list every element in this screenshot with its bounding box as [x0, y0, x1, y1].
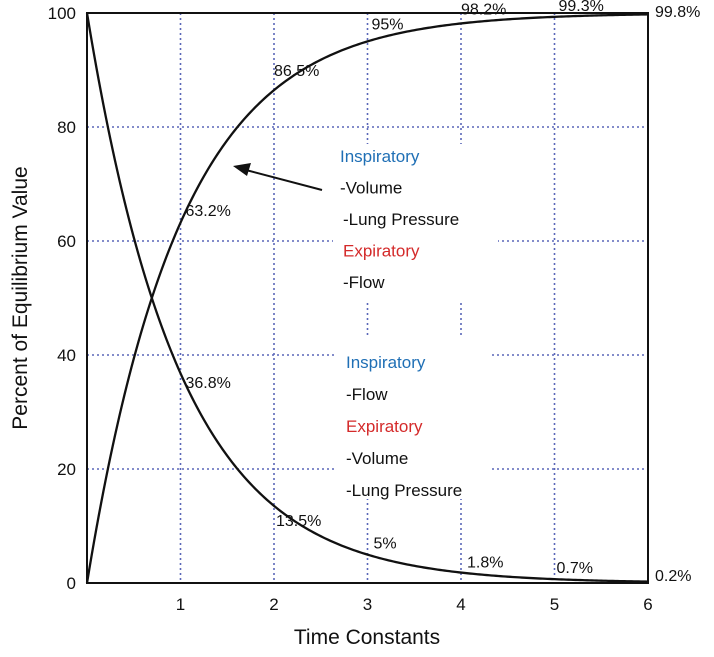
- annotation-arrow: [233, 163, 322, 190]
- data-label: 1.8%: [467, 555, 503, 572]
- y-tick-label: 80: [57, 118, 76, 137]
- x-tick-label: 3: [363, 595, 372, 614]
- y-tick-label: 60: [57, 232, 76, 251]
- data-label: 5%: [374, 536, 397, 553]
- annotation-line: -Lung Pressure: [346, 481, 462, 500]
- x-tick-label: 2: [269, 595, 278, 614]
- annotation-line: -Flow: [346, 385, 388, 404]
- x-axis-title: Time Constants: [294, 626, 440, 649]
- y-tick-label: 100: [48, 4, 76, 23]
- y-axis-title: Percent of Equilibrium Value: [9, 166, 32, 429]
- x-tick-label: 1: [176, 595, 185, 614]
- y-tick-label: 0: [67, 574, 76, 593]
- data-label: 86.5%: [274, 63, 319, 80]
- data-label: 0.7%: [557, 560, 593, 577]
- data-label: 0.2%: [655, 568, 691, 585]
- y-tick-label: 20: [57, 460, 76, 479]
- arrow-head-icon: [233, 163, 251, 176]
- data-label: 99.8%: [655, 4, 700, 21]
- annotation-line: Inspiratory: [340, 147, 420, 166]
- data-label: 36.8%: [186, 375, 231, 392]
- annotation-line: Expiratory: [346, 417, 423, 436]
- annotation-line: -Lung Pressure: [343, 210, 459, 229]
- x-tick-label: 6: [643, 595, 652, 614]
- annotation-line: Inspiratory: [346, 353, 426, 372]
- data-label: 63.2%: [186, 203, 231, 220]
- data-label: 99.3%: [559, 0, 604, 15]
- annotation-line: Expiratory: [343, 242, 420, 261]
- data-label: 95%: [372, 17, 404, 34]
- annotation-line: -Volume: [340, 179, 402, 198]
- x-tick-label: 4: [456, 595, 465, 614]
- annotation-line: -Volume: [346, 449, 408, 468]
- y-tick-label: 40: [57, 346, 76, 365]
- data-label: 98.2%: [461, 1, 506, 18]
- data-label: 13.5%: [276, 513, 321, 530]
- annotation-line: -Flow: [343, 273, 385, 292]
- x-tick-label: 5: [550, 595, 559, 614]
